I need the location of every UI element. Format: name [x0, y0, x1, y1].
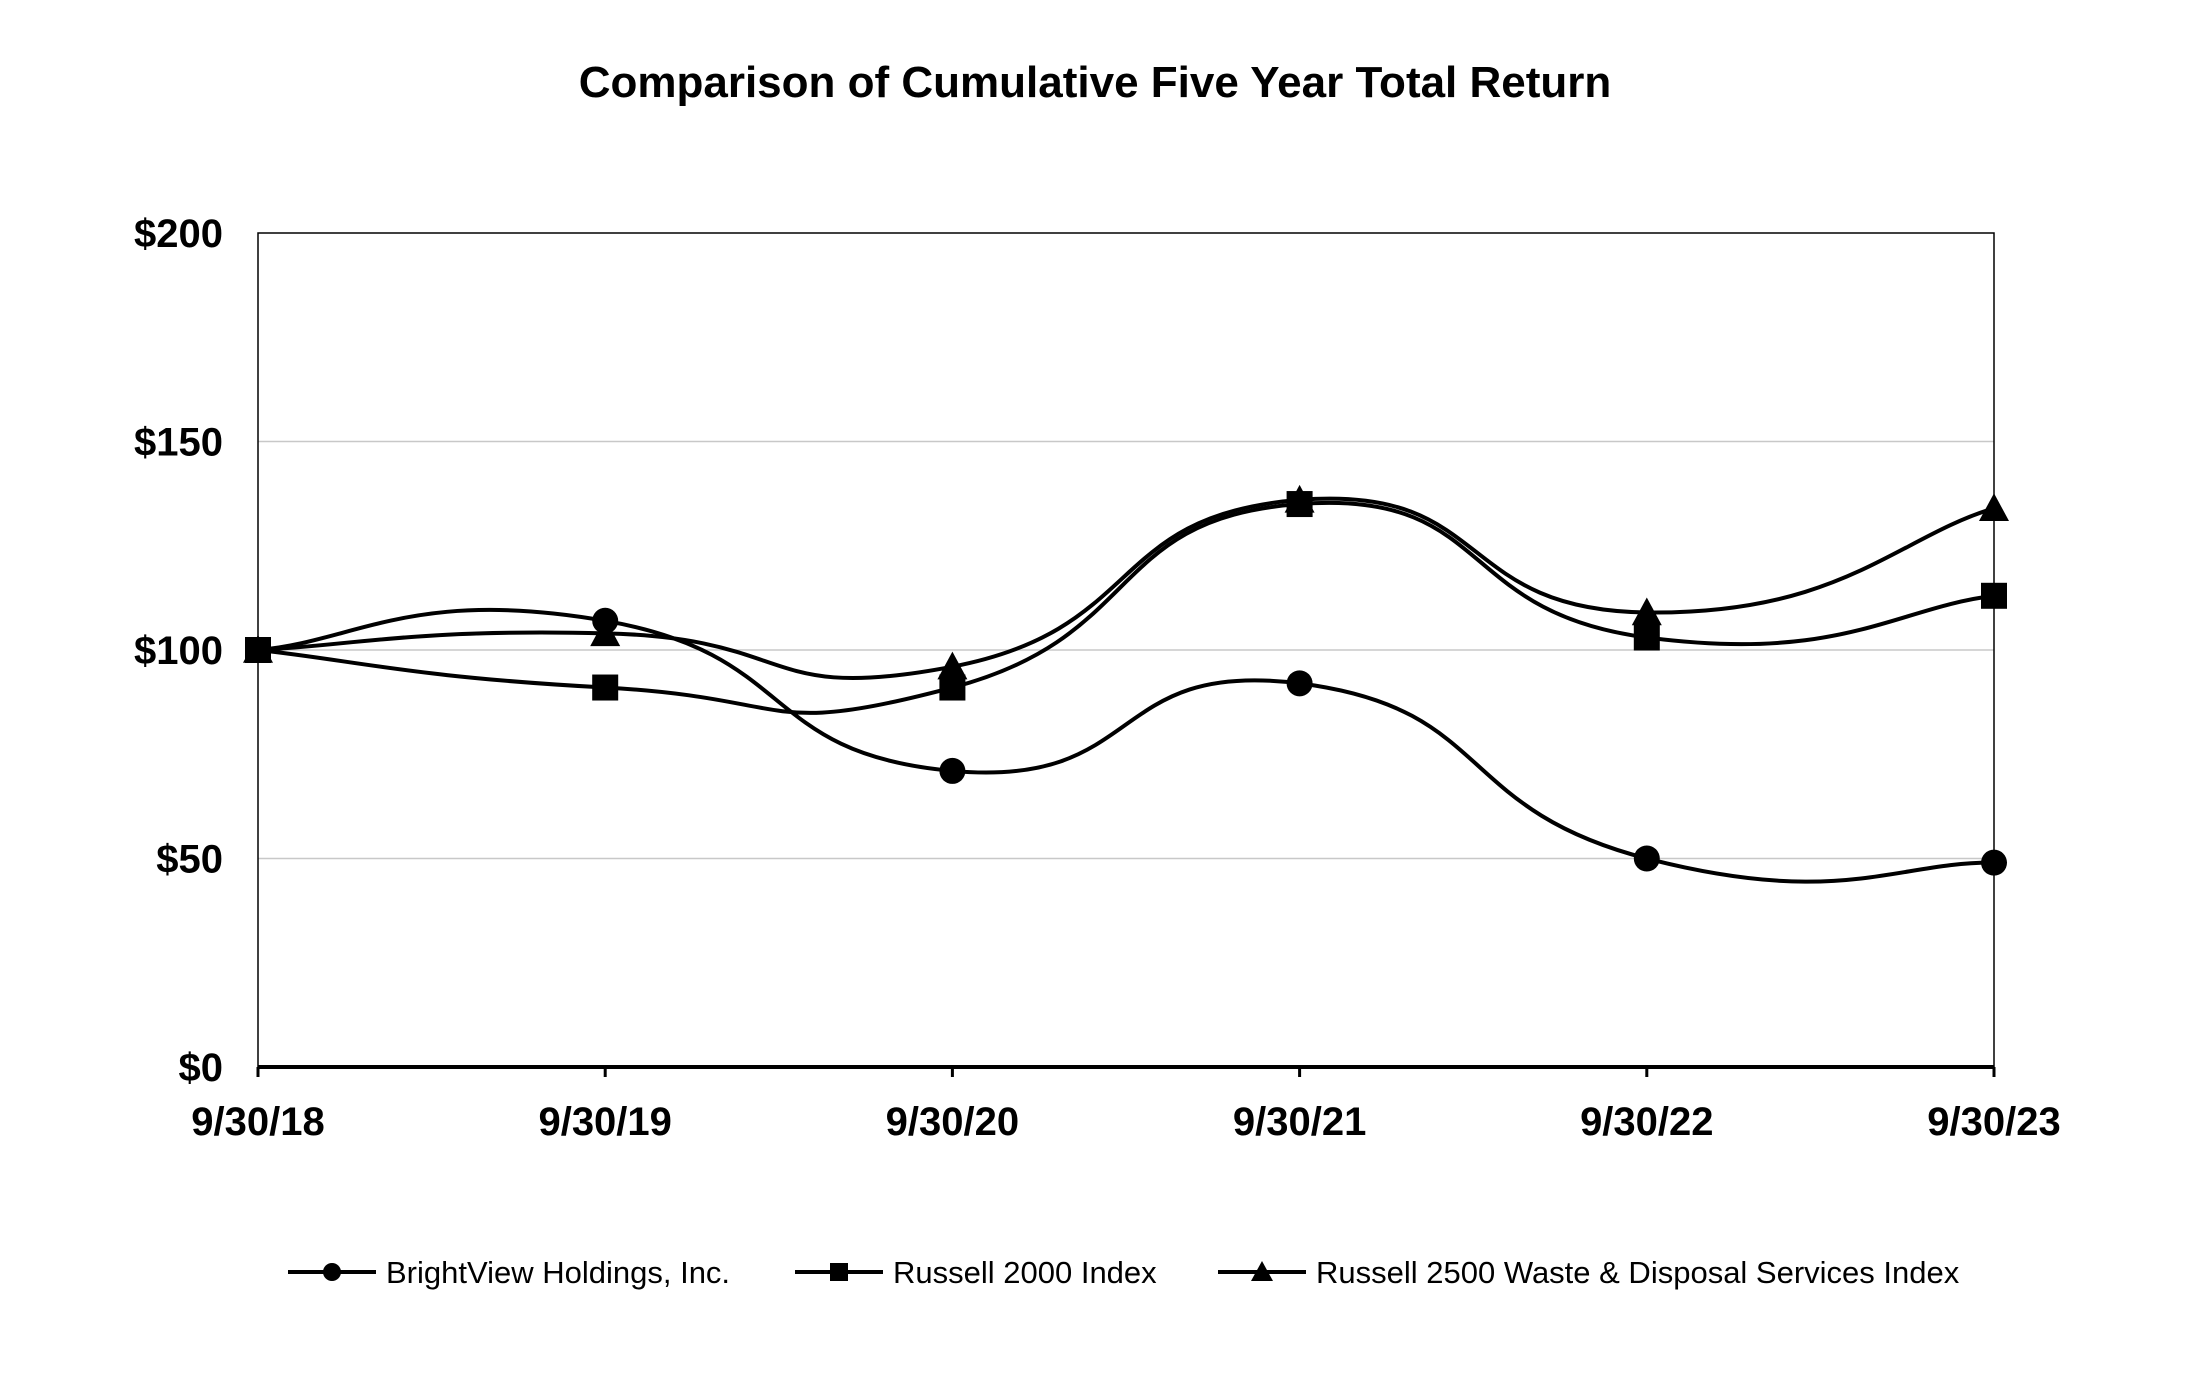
x-tick-label: 9/30/19 [538, 1100, 671, 1144]
gridlines [258, 440, 1994, 860]
legend-triangle-marker [1251, 1261, 1273, 1281]
x-tick-label: 9/30/20 [886, 1100, 1019, 1144]
y-tick-label: $200 [134, 212, 223, 256]
legend: BrightView Holdings, Inc. Russell 2000 In… [288, 1255, 1960, 1290]
legend-label: Russell 2500 Waste & Disposal Services I… [1316, 1255, 1960, 1290]
y-tick-label: $50 [156, 838, 223, 882]
square-marker [1286, 491, 1313, 518]
series-line [257, 607, 1995, 884]
square-marker [1981, 582, 2007, 609]
axes: $0 $50 $100 $150 $200 9/30/18 9/30/19 9/30/20 9/… [134, 212, 2061, 1144]
circle-marker [1286, 670, 1313, 697]
legend-item: BrightView Holdings, Inc. [288, 1255, 730, 1290]
y-tick-label: $150 [134, 421, 223, 465]
series-line [257, 496, 1995, 681]
triangle-marker [1979, 493, 2009, 521]
circle-marker [245, 637, 271, 663]
series-lines [243, 484, 2009, 884]
x-tick-label: 9/30/18 [191, 1100, 324, 1144]
square-marker [592, 674, 619, 701]
x-tick-label: 9/30/21 [1233, 1100, 1366, 1144]
series-group [245, 607, 2007, 884]
series-line [257, 500, 1995, 715]
legend-circle-marker [323, 1263, 341, 1281]
y-tick-label: $0 [179, 1046, 224, 1090]
y-tick-label: $100 [134, 629, 223, 673]
circle-marker [1981, 849, 2007, 876]
circle-marker [592, 607, 619, 634]
triangle-marker [1631, 597, 1662, 626]
circle-marker [939, 757, 966, 784]
legend-square-marker [830, 1263, 848, 1281]
x-tick-label: 9/30/22 [1580, 1100, 1713, 1144]
square-marker [939, 674, 966, 701]
legend-item: Russell 2500 Waste & Disposal Services I… [1218, 1255, 1960, 1290]
chart-title: Comparison of Cumulative Five Year Total… [578, 58, 1612, 107]
x-tick-label: 9/30/23 [1927, 1100, 2060, 1144]
square-marker [1633, 624, 1660, 651]
triangle-marker [937, 651, 968, 680]
legend-label: Russell 2000 Index [893, 1255, 1157, 1290]
series-group [245, 491, 2007, 715]
legend-label: BrightView Holdings, Inc. [386, 1255, 730, 1290]
circle-marker [1633, 845, 1660, 872]
legend-item: Russell 2000 Index [795, 1255, 1157, 1290]
